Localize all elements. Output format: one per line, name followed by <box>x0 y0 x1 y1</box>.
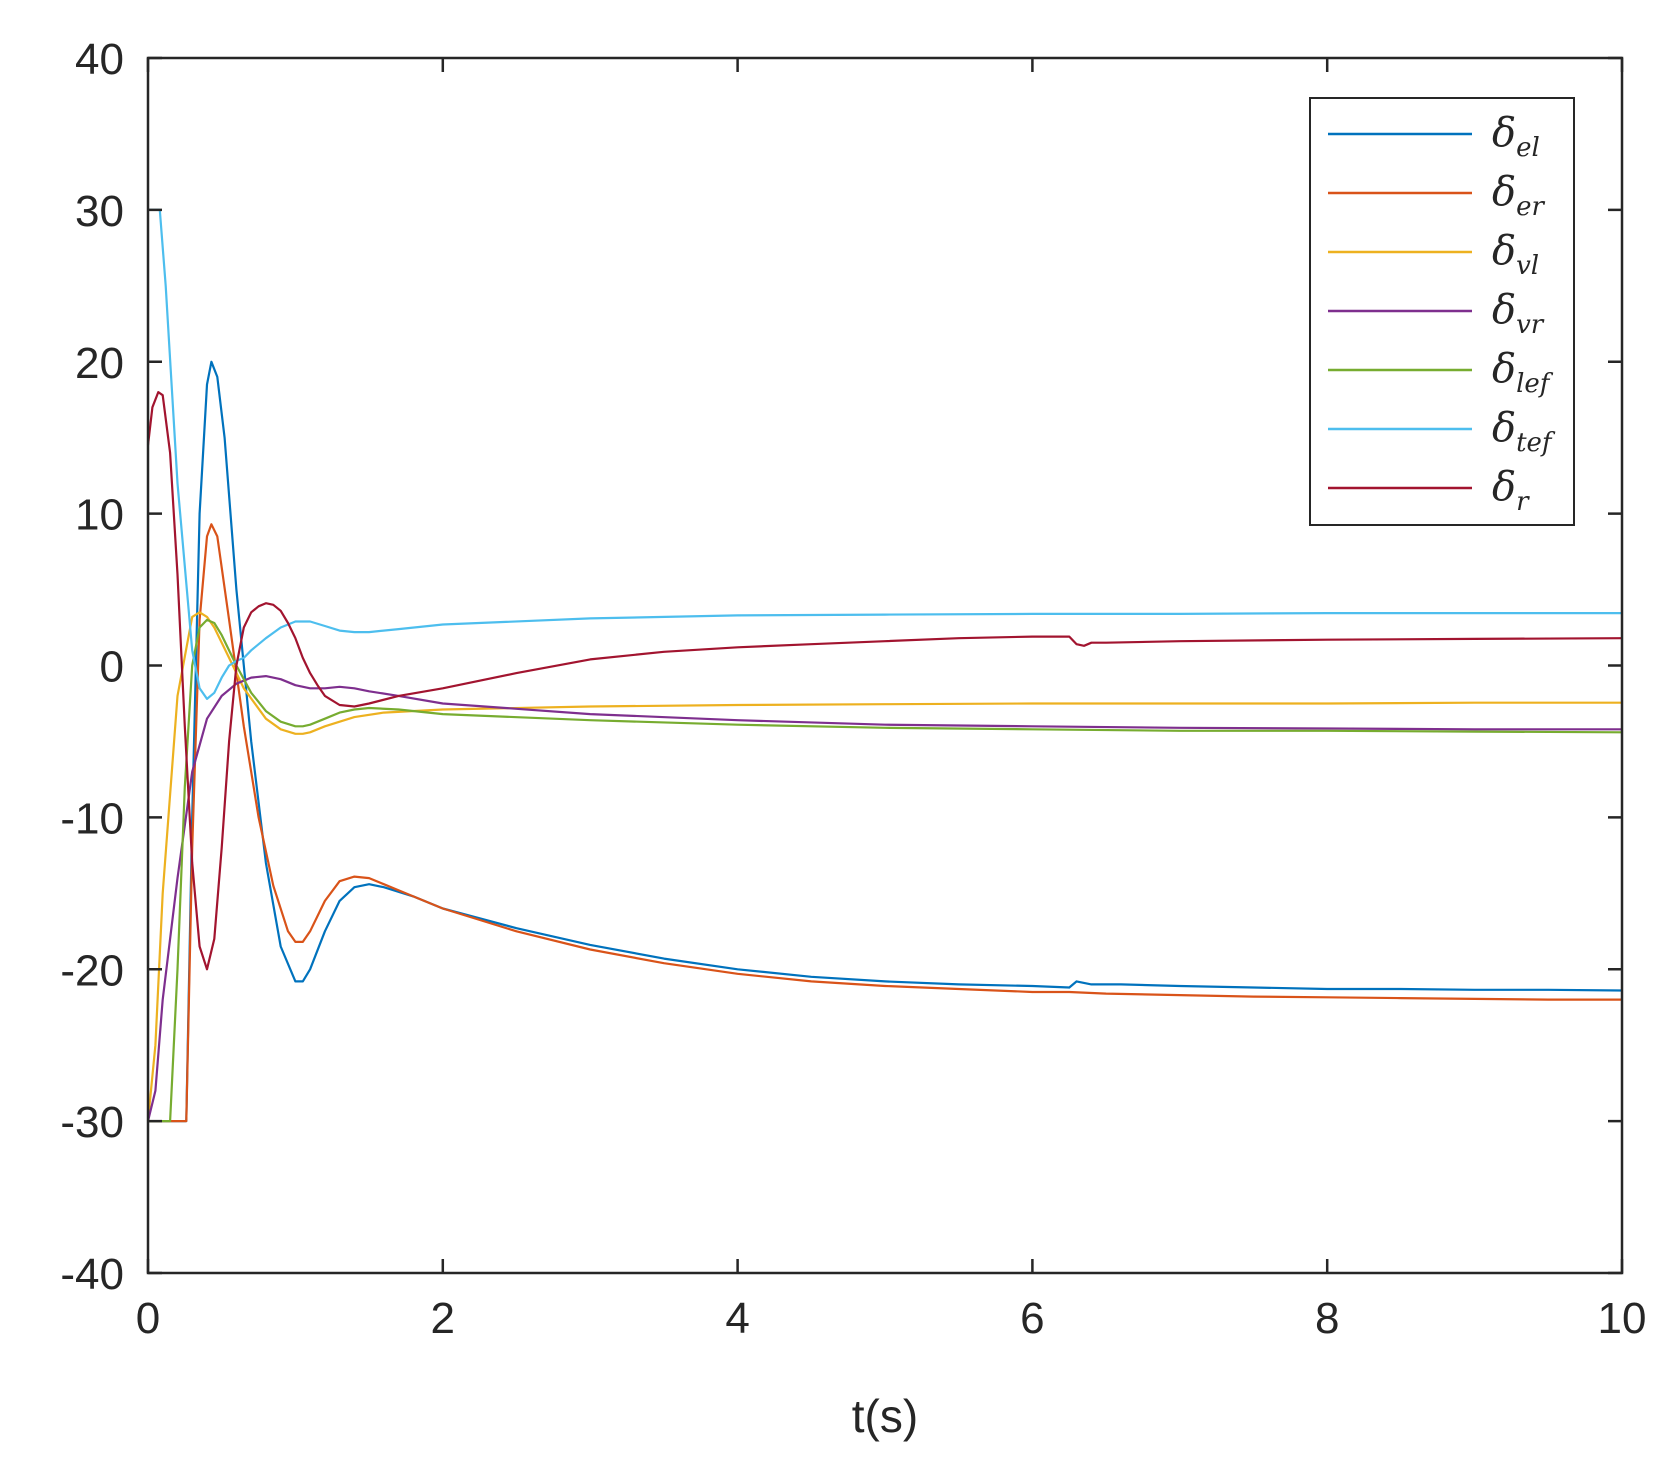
series-line-lef <box>148 618 1623 1123</box>
y-tick-label: 10 <box>75 491 124 540</box>
legend-subscript: tef <box>1516 428 1556 458</box>
series-line-vr <box>146 674 1622 1122</box>
legend-subscript: el <box>1516 133 1540 163</box>
y-tick-label: -40 <box>60 1250 124 1299</box>
x-tick-label: 4 <box>725 1294 749 1343</box>
tick-layer: 0 2 4 6 8 10 -40 -30 -20 -10 0 10 20 30 40 <box>60 35 1646 1343</box>
legend-symbol: δ <box>1492 169 1516 215</box>
series-layer <box>146 208 1623 1123</box>
legend-subscript: vr <box>1516 310 1545 340</box>
x-tick-label: 2 <box>431 1294 455 1343</box>
legend-symbol: δ <box>1492 228 1516 274</box>
legend-symbol: δ <box>1492 464 1516 510</box>
x-axis-label: t(s) <box>852 1390 918 1442</box>
x-tick-label: 10 <box>1598 1294 1647 1343</box>
y-tick-label: -10 <box>60 794 124 843</box>
series-line-r <box>146 391 1623 971</box>
legend-symbol: δ <box>1492 346 1516 392</box>
legend-entry-vl: δvl <box>1492 228 1539 281</box>
legend-entry-r: δr <box>1492 464 1530 517</box>
legend-subscript: lef <box>1516 369 1554 399</box>
legend-entry-er: δer <box>1492 169 1545 222</box>
series-line-vl <box>146 611 1622 1122</box>
legend-symbol: δ <box>1492 287 1516 333</box>
legend-entry-el: δel <box>1492 110 1540 163</box>
legend-subscript: r <box>1516 487 1530 517</box>
legend-subscript: er <box>1516 192 1545 222</box>
legend-entry-tef: δtef <box>1492 405 1556 458</box>
x-tick-label: 6 <box>1020 1294 1044 1343</box>
legend-entry-vr: δvr <box>1492 287 1545 340</box>
x-tick-label: 0 <box>136 1294 160 1343</box>
legend-symbol: δ <box>1492 110 1516 156</box>
legend-subscript: vl <box>1516 251 1539 281</box>
legend-entry-lef: δlef <box>1492 346 1554 399</box>
y-tick-label: 30 <box>75 187 124 236</box>
x-tick-label: 8 <box>1315 1294 1339 1343</box>
legend-symbol: δ <box>1492 405 1516 451</box>
series-line-tef <box>148 208 1622 701</box>
y-tick-label: 40 <box>75 35 124 84</box>
y-tick-label: 20 <box>75 339 124 388</box>
y-tick-label: 0 <box>100 643 124 692</box>
y-tick-label: -30 <box>60 1098 124 1147</box>
series-line-er <box>148 523 1622 1123</box>
y-tick-label: -20 <box>60 946 124 995</box>
